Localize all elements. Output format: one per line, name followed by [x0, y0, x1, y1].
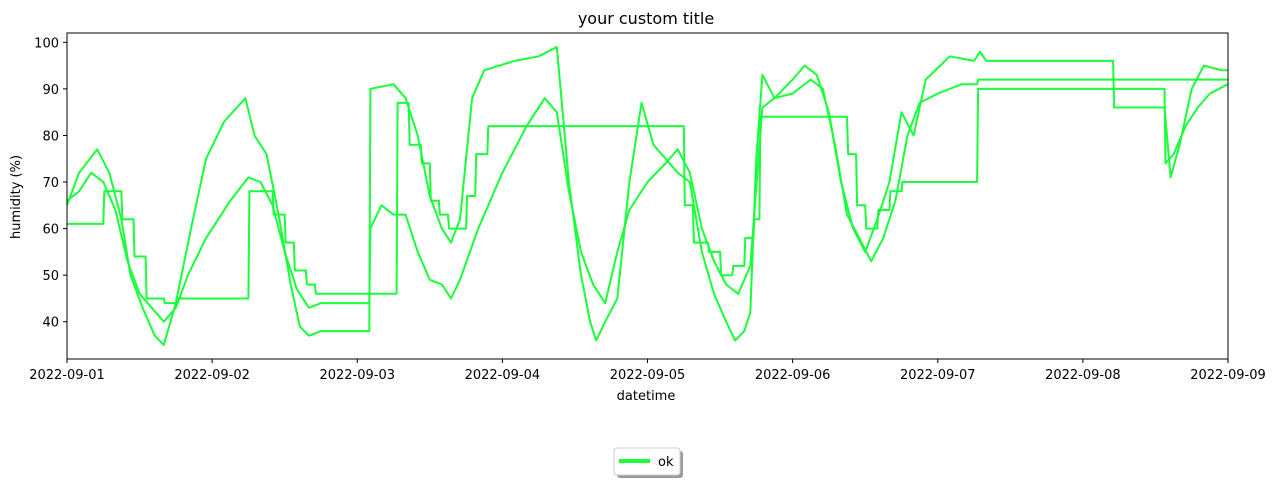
y-tick-label: 100: [34, 36, 59, 51]
legend: ok: [613, 447, 683, 478]
x-tick-label: 2022-09-09: [1190, 368, 1266, 383]
x-axis-title: datetime: [617, 389, 676, 404]
chart-title: your custom title: [578, 9, 714, 28]
x-tick-label: 2022-09-06: [755, 368, 831, 383]
series-line-3: [67, 83, 1229, 305]
series-line-1: [66, 46, 1228, 346]
y-tick-label: 80: [42, 129, 59, 144]
y-tick-label: 70: [42, 176, 59, 191]
y-tick-label: 90: [42, 83, 59, 98]
legend-label: ok: [658, 455, 674, 470]
y-tick-label: 50: [42, 269, 59, 284]
y-axis: 40 50 60 70 80 90 100: [34, 36, 67, 331]
x-tick-label: 2022-09-02: [174, 368, 250, 383]
x-axis: 2022-09-01 2022-09-02 2022-09-03 2022-09-04…: [29, 359, 1266, 383]
series-layer: [66, 46, 1229, 346]
x-tick-label: 2022-09-03: [319, 368, 395, 383]
y-tick-label: 40: [42, 316, 59, 331]
x-tick-label: 2022-09-07: [900, 368, 976, 383]
x-tick-label: 2022-09-01: [29, 368, 105, 383]
x-tick-label: 2022-09-05: [610, 368, 686, 383]
x-tick-label: 2022-09-04: [465, 368, 541, 383]
y-tick-label: 60: [42, 223, 59, 238]
y-axis-title: humidity (%): [9, 155, 24, 239]
plot-area-frame: [66, 32, 1229, 360]
x-tick-label: 2022-09-08: [1045, 368, 1121, 383]
series-line-2: [66, 78, 1228, 323]
